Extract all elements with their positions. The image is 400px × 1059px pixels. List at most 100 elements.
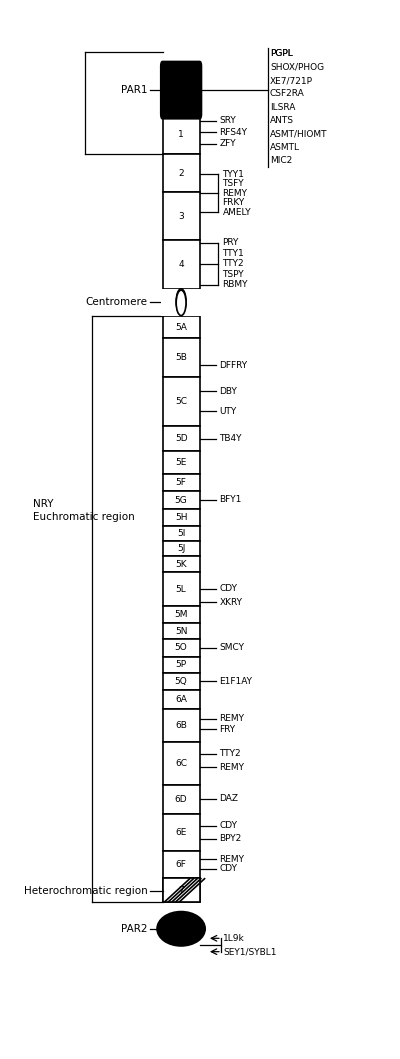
Text: 5P: 5P — [176, 660, 187, 669]
Circle shape — [176, 290, 186, 316]
Bar — [162, 316, 200, 339]
Bar — [162, 339, 200, 377]
Bar — [162, 491, 200, 509]
Text: 6C: 6C — [175, 759, 187, 768]
Bar — [162, 878, 200, 902]
Bar — [162, 573, 200, 606]
Text: 5I: 5I — [177, 528, 185, 538]
Bar — [162, 240, 200, 289]
Text: 5G: 5G — [175, 496, 188, 505]
Text: 5L: 5L — [176, 585, 186, 594]
Text: MIC2: MIC2 — [270, 157, 292, 165]
Bar — [161, 289, 202, 316]
Text: REMY: REMY — [219, 855, 244, 863]
Text: 5J: 5J — [177, 544, 185, 553]
Text: AMELY: AMELY — [222, 208, 251, 217]
Bar — [162, 377, 200, 427]
Bar — [162, 451, 200, 474]
Bar — [162, 155, 200, 193]
Text: Heterochromatic region: Heterochromatic region — [24, 885, 148, 896]
Text: SRY: SRY — [219, 116, 236, 125]
Bar — [162, 474, 200, 491]
Bar — [162, 427, 200, 451]
Text: 1L9k: 1L9k — [223, 934, 245, 943]
Text: 2: 2 — [178, 168, 184, 178]
Text: 5A: 5A — [175, 323, 187, 331]
Text: TTY2: TTY2 — [219, 750, 241, 758]
Text: 5K: 5K — [175, 560, 187, 569]
Text: SEY1/SYBL1: SEY1/SYBL1 — [223, 947, 276, 956]
Text: TTY1: TTY1 — [222, 249, 244, 258]
Text: RBMY: RBMY — [222, 281, 248, 289]
Text: 6E: 6E — [176, 828, 187, 838]
Text: TTY2: TTY2 — [222, 259, 244, 269]
Text: 4: 4 — [178, 259, 184, 269]
Text: TYY1: TYY1 — [222, 169, 244, 179]
Bar — [162, 606, 200, 623]
Text: PRY: PRY — [222, 238, 239, 248]
Bar — [162, 814, 200, 851]
Text: DFFRY: DFFRY — [219, 361, 247, 370]
Text: UTY: UTY — [219, 407, 236, 415]
Bar — [162, 640, 200, 657]
Text: PGPL: PGPL — [270, 50, 293, 58]
Bar — [162, 556, 200, 573]
Text: CDY: CDY — [219, 821, 237, 830]
Text: ANTS: ANTS — [270, 116, 294, 125]
Text: 1: 1 — [178, 129, 184, 139]
Text: ZFY: ZFY — [219, 139, 236, 148]
Text: 5E: 5E — [176, 459, 187, 467]
Circle shape — [176, 289, 186, 315]
Text: 5Q: 5Q — [175, 677, 188, 686]
Text: SMCY: SMCY — [219, 644, 244, 652]
Text: 6B: 6B — [175, 721, 187, 730]
Text: PAR1: PAR1 — [121, 85, 148, 95]
Text: E1F1AY: E1F1AY — [219, 677, 252, 686]
Text: REMY: REMY — [222, 189, 248, 198]
Text: 5F: 5F — [176, 479, 186, 487]
Text: ASMT/HIOMT: ASMT/HIOMT — [270, 129, 328, 139]
Text: XKRY: XKRY — [219, 597, 242, 607]
Text: 5O: 5O — [175, 644, 188, 652]
Text: FRY: FRY — [219, 724, 235, 734]
Bar — [162, 672, 200, 690]
Text: 6F: 6F — [176, 860, 186, 869]
Text: BFY1: BFY1 — [219, 496, 242, 504]
Text: 5H: 5H — [175, 513, 187, 522]
Text: 5D: 5D — [175, 434, 188, 444]
Text: ASMTL: ASMTL — [270, 143, 300, 151]
Bar — [162, 786, 200, 814]
Bar — [162, 878, 200, 902]
Text: 5B: 5B — [175, 353, 187, 362]
Bar — [162, 114, 200, 155]
Text: 3: 3 — [178, 212, 184, 220]
Text: REMY: REMY — [219, 762, 244, 772]
Text: TSPY: TSPY — [222, 270, 244, 279]
Bar — [162, 525, 200, 541]
Text: RFS4Y: RFS4Y — [219, 128, 247, 137]
Text: Centromere: Centromere — [86, 298, 148, 307]
Text: REMY: REMY — [219, 714, 244, 723]
FancyBboxPatch shape — [161, 61, 202, 119]
Text: FRKY: FRKY — [222, 198, 245, 208]
Bar — [162, 541, 200, 556]
Text: ILSRA: ILSRA — [270, 103, 295, 112]
Text: 5C: 5C — [175, 397, 187, 406]
Bar — [162, 657, 200, 672]
Text: PGPL: PGPL — [270, 50, 293, 58]
Ellipse shape — [157, 912, 205, 946]
Text: CDY: CDY — [219, 585, 237, 593]
Text: SHOX/PHOG: SHOX/PHOG — [270, 62, 324, 72]
Text: CSF2RA: CSF2RA — [270, 89, 305, 98]
Text: 6D: 6D — [175, 795, 188, 804]
Text: XE7/721P: XE7/721P — [270, 76, 313, 85]
Text: 5M: 5M — [174, 610, 188, 620]
Bar — [162, 509, 200, 525]
Bar — [162, 623, 200, 640]
Bar — [162, 878, 200, 902]
Text: TB4Y: TB4Y — [219, 434, 242, 444]
Text: 6A: 6A — [175, 695, 187, 704]
Text: DAZ: DAZ — [219, 794, 238, 804]
Bar — [162, 193, 200, 240]
Text: BPY2: BPY2 — [219, 834, 242, 843]
